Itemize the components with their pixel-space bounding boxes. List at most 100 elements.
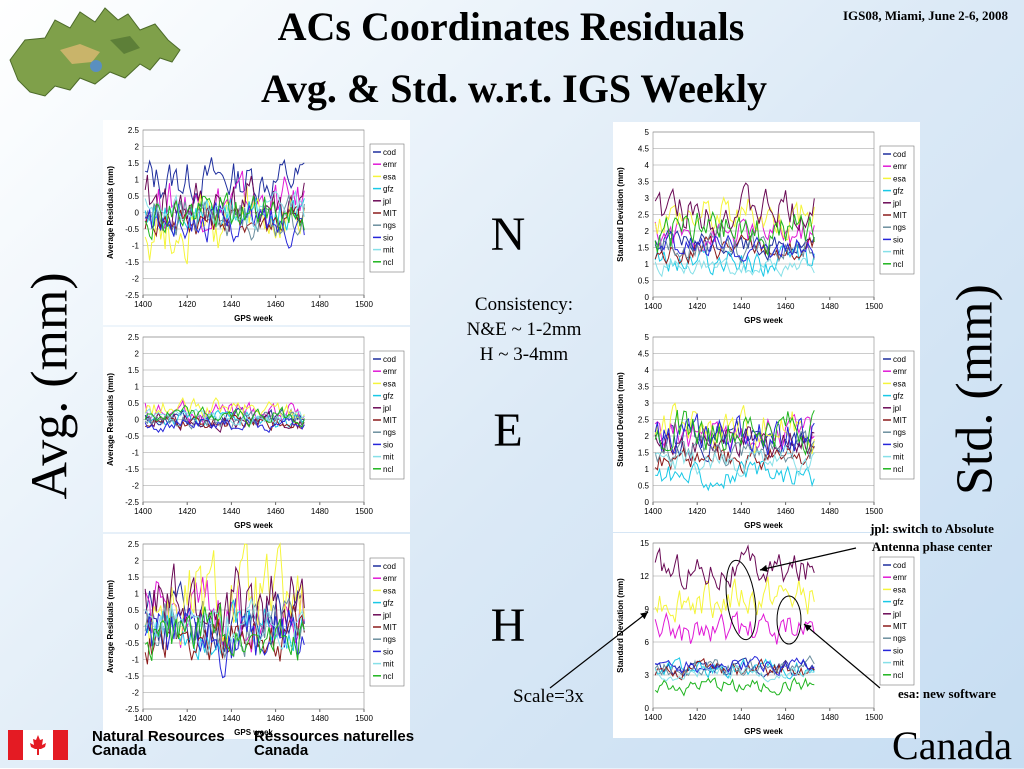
- legend-box: [369, 350, 405, 480]
- y-tick-label: 2.5: [638, 211, 650, 220]
- consistency-line-3: H ~ 3-4mm: [479, 344, 569, 365]
- y-tick-label: 2: [645, 432, 650, 441]
- y-tick-label: 0: [135, 416, 140, 425]
- series-line-ncl: [654, 409, 815, 457]
- label-h: H: [490, 599, 526, 652]
- y-axis-title: Average Residuals (mm): [106, 580, 115, 673]
- series-line-sio: [655, 655, 815, 677]
- x-tick-label: 1400: [644, 507, 662, 516]
- avg-axis-label: Avg. (mm): [21, 272, 79, 500]
- legend-label-cod: cod: [893, 355, 906, 364]
- legend-label-mit: mit: [383, 453, 394, 462]
- jpl-note-line-1: jpl: switch to Absolute: [870, 521, 994, 536]
- x-tick-label: 1400: [134, 507, 152, 516]
- x-tick-label: 1460: [267, 714, 285, 723]
- x-tick-label: 1500: [865, 507, 883, 516]
- series-line-gfz: [654, 240, 815, 277]
- series-line-mit: [654, 257, 815, 278]
- chart-avg-h: 2.5 2 1.5 1 0.5 0 -0.5 -1 -1.5 -2 -2.5 1400 1420 1440…: [103, 534, 410, 739]
- y-tick-label: 3: [645, 671, 650, 680]
- y-axis-title: Standard Deviation (mm): [616, 167, 625, 262]
- plot-frame: [142, 543, 365, 710]
- y-tick-label: 9: [645, 605, 650, 614]
- y-tick-label: 1.5: [128, 573, 140, 582]
- consistency-line-2: N&E ~ 1-2mm: [466, 319, 582, 340]
- legend-label-ncl: ncl: [893, 671, 903, 680]
- chart-std-h: 15 12 9 6 3 0 1400 1420 1440 1460 1480 1500 GPS week…: [613, 533, 920, 738]
- x-tick-label: 1460: [777, 713, 795, 722]
- y-tick-label: 2: [135, 143, 140, 152]
- legend-label-ncl: ncl: [383, 258, 393, 267]
- x-tick-label: 1420: [178, 300, 196, 309]
- slide-title-line-2: Avg. & Std. w.r.t. IGS Weekly: [261, 66, 767, 111]
- x-tick-label: 1420: [688, 302, 706, 311]
- y-tick-label: -2.5: [125, 498, 139, 507]
- y-tick-label: 0: [135, 623, 140, 632]
- x-tick-label: 1480: [311, 300, 329, 309]
- y-tick-label: -0.5: [125, 639, 139, 648]
- legend-label-cod: cod: [383, 355, 396, 364]
- legend-label-gfz: gfz: [383, 185, 394, 194]
- plot-frame: [142, 129, 365, 296]
- legend-label-sio: sio: [383, 233, 394, 242]
- legend-box: [879, 350, 915, 480]
- legend-label-ngs: ngs: [383, 635, 396, 644]
- y-tick-label: -2.5: [125, 291, 139, 300]
- label-n: N: [490, 208, 526, 261]
- y-tick-label: 4: [645, 161, 650, 170]
- series-line-MIT: [145, 414, 305, 432]
- y-tick-label: 0.5: [128, 192, 140, 201]
- y-tick-label: 1: [645, 465, 650, 474]
- x-axis-title: GPS week: [744, 727, 783, 736]
- legend-box: [879, 145, 915, 275]
- series-line-emr: [654, 610, 815, 645]
- gov-text-en: Natural Resources Canada: [92, 729, 225, 758]
- y-tick-label: -1.5: [125, 465, 139, 474]
- x-tick-label: 1480: [311, 714, 329, 723]
- y-tick-label: -2: [132, 482, 140, 491]
- legend-label-ncl: ncl: [893, 260, 903, 269]
- legend-label-esa: esa: [383, 379, 396, 388]
- esa-note: esa: new software: [898, 686, 996, 701]
- legend-label-ngs: ngs: [383, 221, 396, 230]
- legend-label-ncl: ncl: [383, 672, 393, 681]
- series-line-ngs: [654, 655, 815, 677]
- y-tick-label: 4.5: [638, 350, 650, 359]
- series-line-sio: [654, 231, 815, 262]
- slide-title-line-1: ACs Coordinates Residuals: [277, 4, 745, 49]
- y-tick-label: 2.5: [128, 540, 140, 549]
- series-line-sio: [144, 202, 305, 249]
- legend-label-mit: mit: [893, 659, 904, 668]
- x-tick-label: 1460: [777, 507, 795, 516]
- jpl-note: jpl: switch to Absolute Antenna phase ce…: [840, 520, 1024, 556]
- y-tick-label: -2: [132, 689, 140, 698]
- y-tick-label: 0.5: [128, 399, 140, 408]
- series-line-emr: [144, 170, 305, 233]
- y-tick-label: 2: [645, 227, 650, 236]
- y-tick-label: 1.5: [128, 366, 140, 375]
- series-line-cod: [145, 157, 305, 207]
- series-line-esa: [144, 396, 305, 421]
- series-line-ncl: [144, 192, 305, 241]
- y-tick-label: 4: [645, 366, 650, 375]
- legend-box: [369, 557, 405, 687]
- y-tick-label: 3: [645, 194, 650, 203]
- legend-label-sio: sio: [893, 440, 904, 449]
- series-line-ncl: [654, 210, 815, 257]
- legend-label-ngs: ngs: [893, 634, 906, 643]
- jpl-note-line-2: Antenna phase center: [871, 539, 993, 554]
- y-axis-title: Average Residuals (mm): [106, 373, 115, 466]
- legend-label-gfz: gfz: [893, 392, 904, 401]
- canada-flag-icon: [8, 730, 68, 760]
- chart-avg-n: 2.5 2 1.5 1 0.5 0 -0.5 -1 -1.5 -2 -2.5 1400 1420 1440…: [103, 120, 410, 325]
- series-line-mit: [144, 408, 305, 426]
- legend-label-emr: emr: [893, 162, 907, 171]
- legend-label-esa: esa: [893, 585, 906, 594]
- y-tick-label: -2: [132, 275, 140, 284]
- y-tick-label: 2.5: [128, 126, 140, 135]
- y-tick-label: 3.5: [638, 383, 650, 392]
- conference-label: IGS08, Miami, June 2-6, 2008: [842, 8, 1008, 23]
- x-tick-label: 1460: [267, 507, 285, 516]
- consistency-line-1: Consistency:: [474, 294, 574, 315]
- x-tick-label: 1460: [267, 300, 285, 309]
